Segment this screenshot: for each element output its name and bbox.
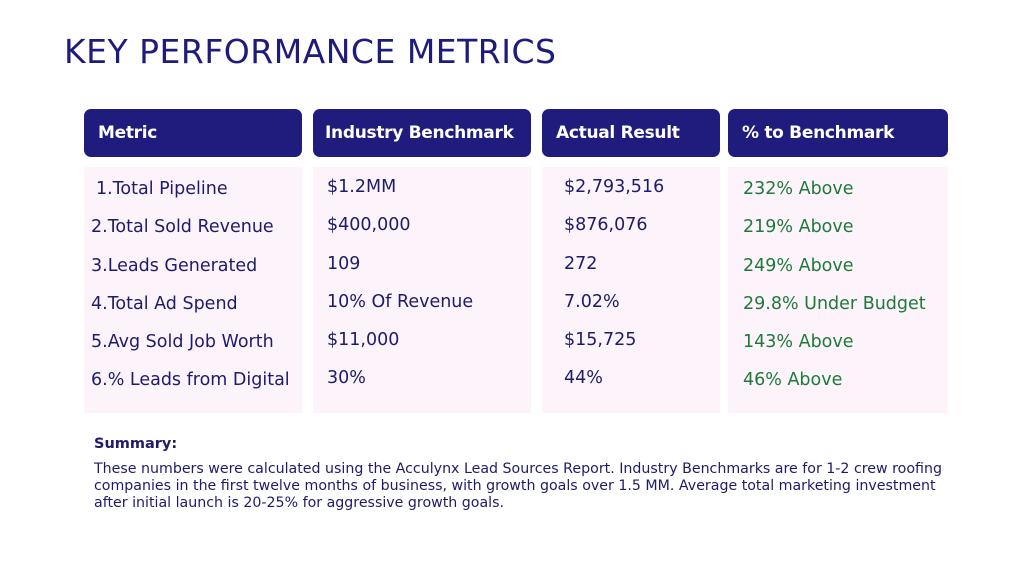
summary-section: Summary: These numbers were calculated u… bbox=[94, 436, 964, 512]
benchmark-cell: 30% bbox=[327, 368, 366, 388]
metric-cell: 3.Leads Generated bbox=[91, 256, 258, 276]
percent-cell: 249% Above bbox=[743, 256, 854, 276]
actual-cell: $876,076 bbox=[564, 215, 648, 235]
percent-cell: 29.8% Under Budget bbox=[743, 294, 926, 314]
actual-column-body: $2,793,516 $876,076 272 7.02% $15,725 44… bbox=[542, 167, 720, 413]
actual-cell: $2,793,516 bbox=[564, 177, 665, 197]
benchmark-cell: $400,000 bbox=[327, 215, 411, 235]
actual-cell: 7.02% bbox=[564, 292, 620, 312]
metric-column: Metric 1.Total Pipeline 2.Total Sold Rev… bbox=[84, 109, 302, 413]
benchmark-cell: 109 bbox=[327, 254, 361, 274]
metric-cell: 4.Total Ad Spend bbox=[91, 294, 238, 314]
percent-cell: 143% Above bbox=[743, 332, 854, 352]
actual-cell: 44% bbox=[564, 368, 603, 388]
benchmark-cell: 10% Of Revenue bbox=[327, 292, 474, 312]
page-title: KEY PERFORMANCE METRICS bbox=[64, 32, 557, 71]
benchmark-cell: $11,000 bbox=[327, 330, 400, 350]
benchmark-column-body: $1.2MM $400,000 109 10% Of Revenue $11,0… bbox=[313, 167, 531, 413]
metric-cell: 5.Avg Sold Job Worth bbox=[91, 332, 274, 352]
percent-column-body: 232% Above 219% Above 249% Above 29.8% U… bbox=[728, 167, 948, 413]
percent-cell: 219% Above bbox=[743, 217, 854, 237]
percent-cell: 232% Above bbox=[743, 179, 854, 199]
summary-title: Summary: bbox=[94, 436, 178, 452]
metric-cell: 2.Total Sold Revenue bbox=[91, 217, 274, 237]
actual-cell: 272 bbox=[564, 254, 598, 274]
percent-column: % to Benchmark 232% Above 219% Above 249… bbox=[728, 109, 948, 413]
benchmark-column: Industry Benchmark $1.2MM $400,000 109 1… bbox=[313, 109, 531, 413]
metric-column-body: 1.Total Pipeline 2.Total Sold Revenue 3.… bbox=[84, 167, 302, 413]
metric-cell: 6.% Leads from Digital bbox=[91, 370, 290, 390]
percent-header: % to Benchmark bbox=[728, 109, 948, 157]
benchmark-header: Industry Benchmark bbox=[313, 109, 531, 157]
metric-cell: 1.Total Pipeline bbox=[96, 179, 228, 199]
benchmark-cell: $1.2MM bbox=[327, 177, 397, 197]
metric-header: Metric bbox=[84, 109, 302, 157]
percent-cell: 46% Above bbox=[743, 370, 843, 390]
actual-column: Actual Result $2,793,516 $876,076 272 7.… bbox=[542, 109, 720, 413]
actual-cell: $15,725 bbox=[564, 330, 637, 350]
summary-text: These numbers were calculated using the … bbox=[94, 461, 942, 511]
actual-header: Actual Result bbox=[542, 109, 720, 157]
